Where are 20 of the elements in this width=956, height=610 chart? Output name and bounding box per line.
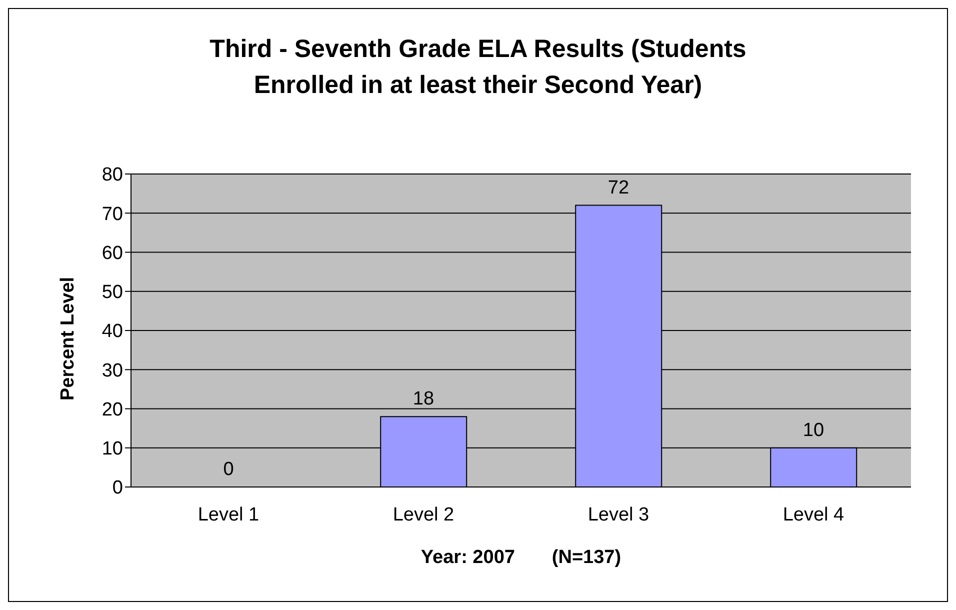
data-label: 10 (802, 420, 824, 441)
y-axis-title: Percent Level (58, 276, 79, 400)
data-label: 0 (223, 459, 234, 480)
y-tick-label: 20 (102, 399, 123, 420)
x-tick-label: Level 2 (392, 504, 454, 526)
data-label: 72 (608, 177, 630, 198)
y-tick-label: 80 (102, 164, 123, 186)
y-tick-label: 50 (102, 282, 123, 304)
y-tick-label: 10 (102, 438, 123, 460)
x-tick-label: Level 4 (782, 504, 845, 526)
y-tick-label: 40 (102, 321, 123, 342)
y-tick-label: 60 (102, 242, 123, 264)
x-tick-label: Level 3 (588, 504, 650, 526)
y-tick-label: 0 (112, 478, 123, 499)
x-axis-title: Year: 2007 (N=137) (420, 547, 622, 568)
data-label: 18 (412, 388, 434, 410)
y-tick-label: 30 (102, 360, 123, 382)
y-tick-label: 70 (102, 204, 123, 225)
chart-title: Third - Seventh Grade ELA Results (Students Enrolled in at least their Second Year) (208, 34, 748, 101)
x-tick-label: Level 1 (198, 504, 260, 526)
